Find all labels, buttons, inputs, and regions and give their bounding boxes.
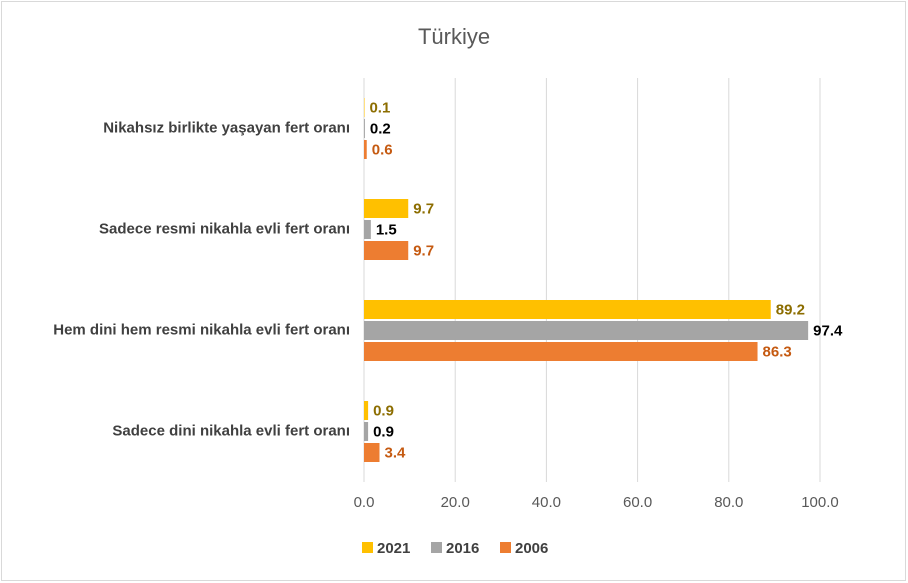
data-label: 0.9	[373, 423, 394, 440]
bar	[364, 98, 365, 117]
legend-label: 2021	[377, 540, 410, 557]
legend-swatch	[500, 542, 511, 553]
x-tick-label: 60.0	[623, 494, 652, 511]
data-label: 0.6	[372, 141, 393, 158]
bar	[364, 220, 371, 239]
data-label: 3.4	[385, 444, 407, 461]
legend-swatch	[362, 542, 373, 553]
y-tick-label: Sadece resmi nikahla evli fert oranı	[99, 220, 350, 237]
data-label: 0.2	[370, 120, 391, 137]
data-label: 9.7	[413, 242, 434, 259]
chart-title: Türkiye	[418, 24, 490, 49]
data-label: 0.9	[373, 402, 394, 419]
y-tick-label: Sadece dini nikahla evli fert oranı	[112, 422, 350, 439]
bar	[364, 199, 409, 218]
data-label: 86.3	[763, 343, 792, 360]
bar	[364, 321, 809, 340]
legend-swatch	[431, 542, 442, 553]
y-tick-label: Nikahsız birlikte yaşayan fert oranı	[103, 119, 350, 136]
bar	[364, 241, 409, 260]
x-tick-label: 0.0	[354, 494, 375, 511]
x-tick-label: 100.0	[801, 494, 839, 511]
y-tick-label: Hem dini hem resmi nikahla evli fert ora…	[53, 321, 350, 338]
x-tick-label: 80.0	[714, 494, 743, 511]
bar	[364, 300, 771, 319]
legend-label: 2016	[446, 540, 479, 557]
data-label: 9.7	[413, 200, 434, 217]
x-tick-label: 20.0	[441, 494, 470, 511]
bar	[364, 443, 380, 462]
bar	[364, 342, 758, 361]
data-label: 0.1	[369, 99, 390, 116]
data-label: 89.2	[776, 301, 805, 318]
bar	[364, 119, 365, 138]
x-tick-label: 40.0	[532, 494, 561, 511]
bar	[364, 422, 369, 441]
data-label: 1.5	[376, 221, 397, 238]
bar	[364, 140, 367, 159]
legend-label: 2006	[515, 540, 548, 557]
bar	[364, 401, 369, 420]
data-label: 97.4	[813, 322, 843, 339]
